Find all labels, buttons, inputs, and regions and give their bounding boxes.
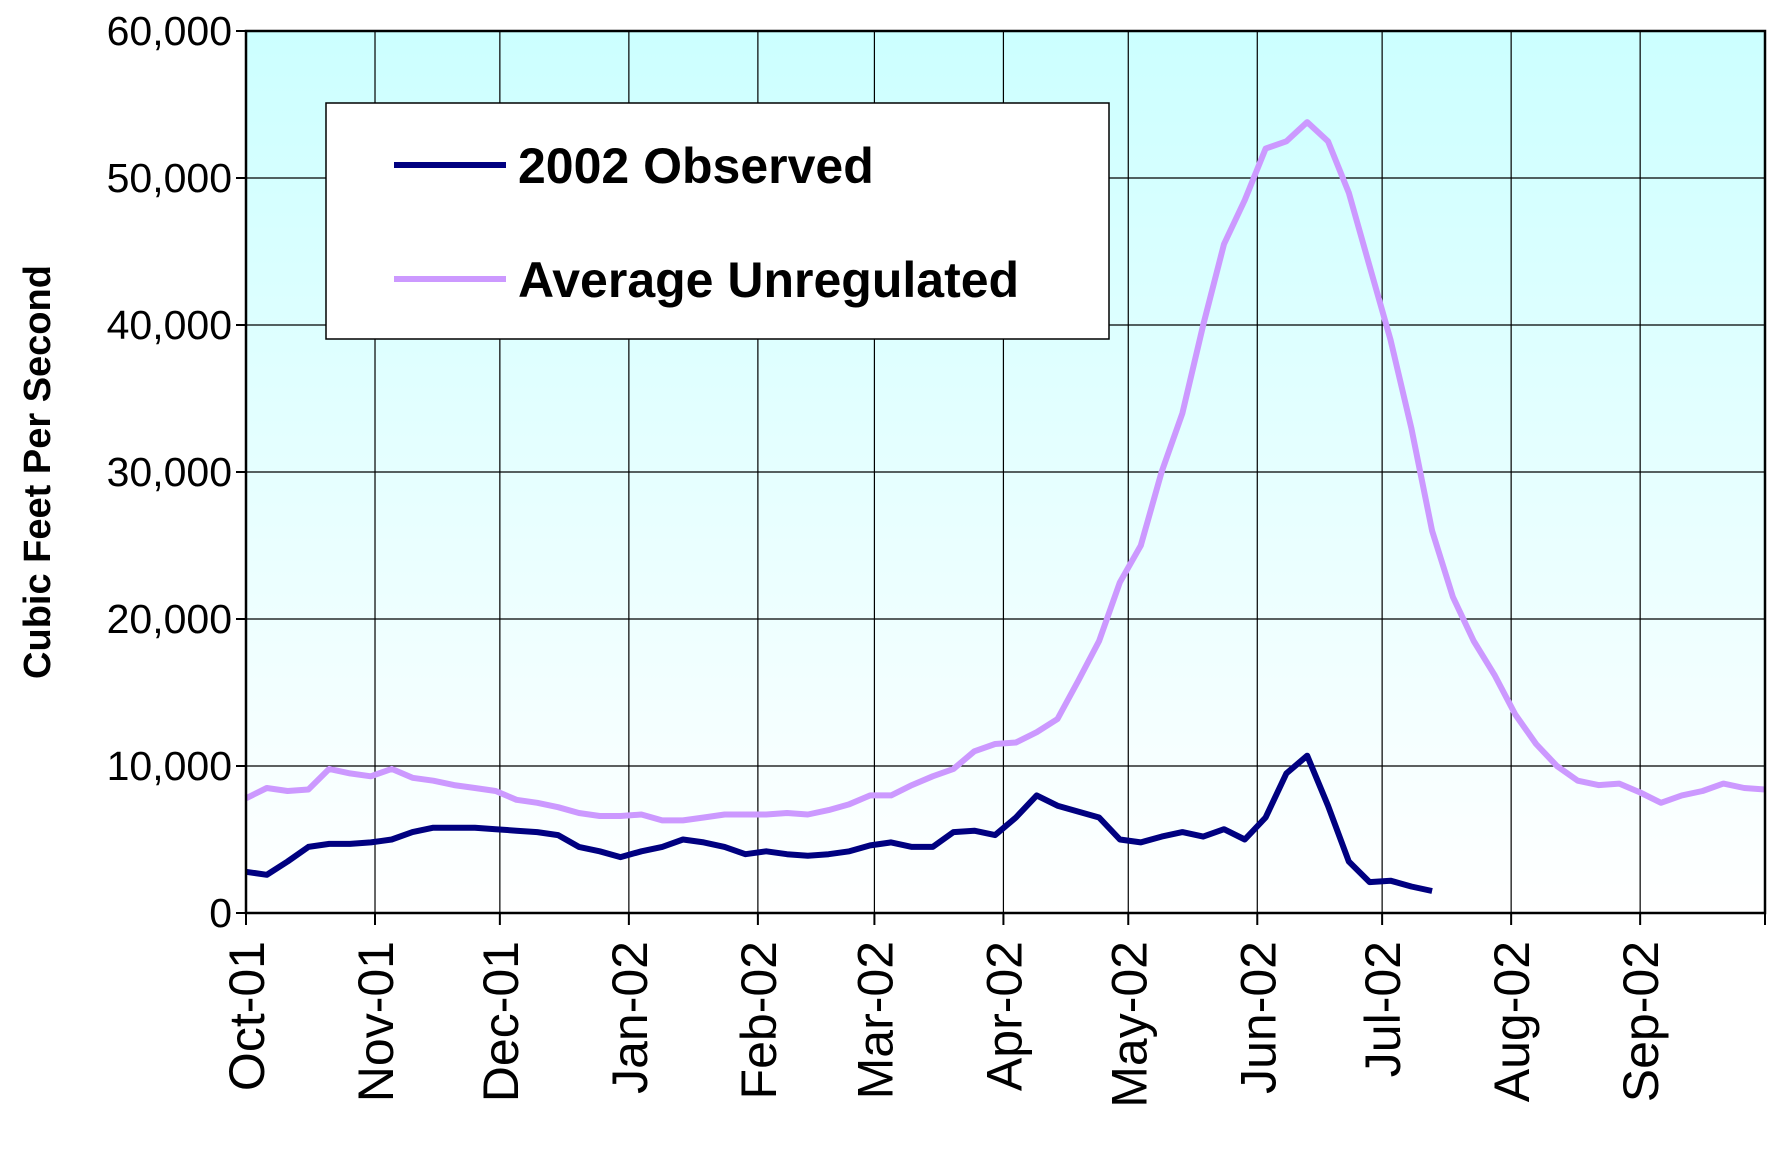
legend-box — [325, 102, 1110, 340]
y-tick-label: 30,000 — [107, 449, 232, 495]
x-tick-label: Nov-01 — [348, 941, 404, 1102]
x-tick-label: Dec-01 — [473, 941, 529, 1102]
legend-label: 2002 Observed — [518, 138, 874, 194]
x-tick-label: Feb-02 — [731, 941, 787, 1099]
x-tick-label: Jun-02 — [1230, 941, 1286, 1094]
y-tick-label: 20,000 — [107, 596, 232, 642]
x-tick-label: Sep-02 — [1613, 941, 1669, 1102]
y-tick-label: 10,000 — [107, 743, 232, 789]
y-tick-label: 0 — [209, 890, 232, 936]
y-axis-label: Cubic Feet Per Second — [17, 265, 59, 679]
x-tick-label: May-02 — [1101, 941, 1157, 1108]
plot-frame — [244, 29, 1767, 915]
x-tick-label: Jan-02 — [602, 941, 658, 1094]
x-tick-label: Apr-02 — [976, 941, 1032, 1091]
data-line — [245, 752, 1433, 894]
x-tick-label: Jul-02 — [1355, 941, 1411, 1077]
x-tick-label: Oct-01 — [219, 941, 275, 1091]
x-tick-label: Aug-02 — [1484, 941, 1540, 1102]
y-tick-label: 60,000 — [107, 8, 232, 54]
y-tick-label: 40,000 — [107, 302, 232, 348]
legend-label: Average Unregulated — [518, 252, 1019, 308]
y-tick-label: 50,000 — [107, 155, 232, 201]
x-tick-label: Mar-02 — [847, 941, 903, 1099]
data-line — [244, 119, 1766, 824]
